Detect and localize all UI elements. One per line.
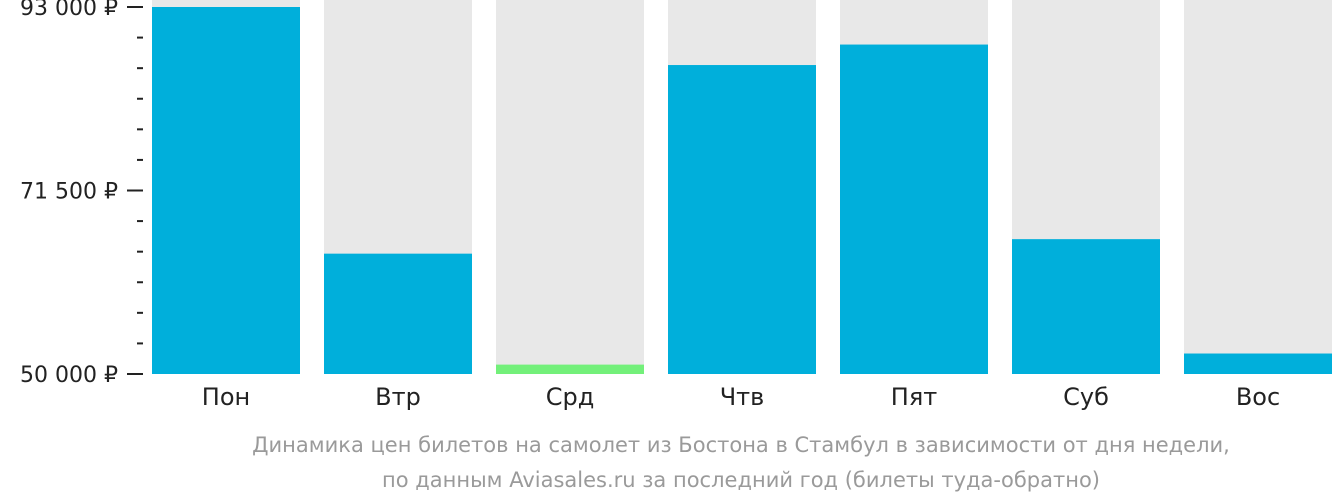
y-tick-label: 50 000 ₽ (20, 363, 118, 388)
bar (1012, 239, 1160, 374)
bar (840, 44, 988, 374)
price-by-weekday-chart: 93 000 ₽ 71 500 ₽ 50 000 ₽ Пон Втр Срд Чтв Пят С… (20, 0, 1332, 411)
bar (496, 364, 644, 374)
x-category-label: Втр (375, 383, 421, 411)
bar-track (1184, 0, 1332, 374)
x-category-label: Суб (1063, 383, 1109, 411)
x-category-label: Пят (891, 383, 937, 411)
bar-track (496, 0, 644, 374)
x-category-label: Вос (1236, 383, 1280, 411)
y-tick-label: 71 500 ₽ (20, 180, 118, 205)
x-category-label: Чтв (720, 383, 765, 411)
bar (668, 65, 816, 375)
bar (152, 7, 300, 374)
y-tick-label: 93 000 ₽ (20, 0, 118, 21)
chart-caption-line-1: Динамика цен билетов на самолет из Босто… (252, 433, 1230, 457)
bar (1184, 353, 1332, 374)
chart-caption-line-2: по данным Aviasales.ru за последний год … (382, 468, 1100, 492)
bar (324, 253, 472, 374)
x-category-label: Срд (546, 383, 595, 411)
x-category-label: Пон (202, 383, 250, 411)
